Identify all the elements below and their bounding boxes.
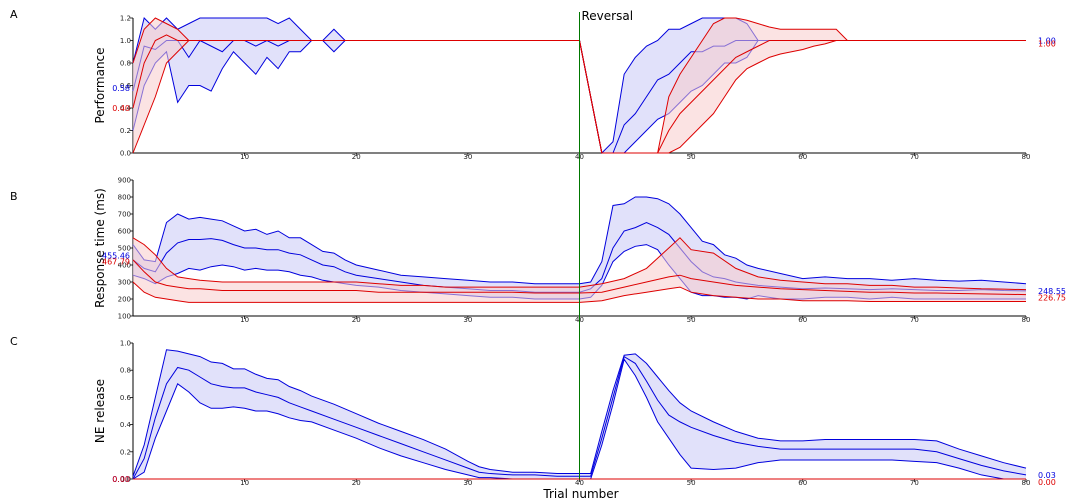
panel-label-a: A [10, 8, 18, 21]
start-value-label-a: 0.58 [112, 84, 130, 93]
end-value-label-c: 0.00 [1038, 478, 1056, 487]
x-tick-label-a: 30 [463, 153, 472, 161]
x-tick-label-b: 60 [798, 316, 807, 324]
end-value-label-a: 1.00 [1038, 40, 1056, 49]
panel-label-c: C [10, 335, 18, 348]
x-tick-label-c: 60 [798, 479, 807, 487]
end-value-label-a: 1.00 [1038, 37, 1056, 46]
y-tick-label-a: 0.8 [120, 60, 131, 68]
y-tick-label-c: 1.0 [120, 340, 131, 348]
y-tick-label-b: 800 [118, 194, 131, 202]
x-tick-label-c: 10 [240, 479, 249, 487]
start-value-label-b: 467.79 [102, 258, 130, 267]
y-tick-label-a: 0.4 [120, 105, 132, 113]
x-tick-label-c: 70 [910, 479, 919, 487]
start-value-label-c: 0.00 [112, 475, 130, 484]
y-tick-label-b: 700 [118, 211, 131, 219]
mean-line-red-a [132, 34, 1026, 154]
y-tick-label-b: 300 [118, 279, 131, 287]
x-tick-label-a: 50 [687, 153, 696, 161]
x-tick-label-b: 50 [687, 316, 696, 324]
panel-label-b: B [10, 190, 18, 203]
x-tick-label-c: 20 [352, 479, 361, 487]
upper-line-red-b [132, 237, 1027, 291]
y-tick-label-c: 0.6 [120, 394, 132, 402]
band-blue-a [133, 18, 1026, 153]
band-red-b [133, 237, 1026, 303]
x-tick-label-a: 70 [910, 153, 919, 161]
end-value-label-b: 226.75 [1038, 294, 1066, 303]
y-axis-label-b: Response time (ms) [93, 188, 107, 308]
x-tick-label-b: 70 [910, 316, 919, 324]
start-value-label-c: 0.00 [112, 475, 130, 484]
x-tick-label-a: 20 [352, 153, 361, 161]
y-tick-label-a: 1.0 [120, 37, 131, 45]
panel-c: C 0.0 0.2 0.4 0.6 0.8 1.0 10 20 30 40 50 60 70 80 NE r… [10, 335, 1056, 487]
start-value-label-a: 0.40 [112, 104, 130, 113]
x-tick-label-c: 30 [463, 479, 472, 487]
x-tick-label-b: 30 [463, 316, 472, 324]
y-tick-label-a: 1.2 [120, 15, 131, 23]
x-tick-label-c: 50 [687, 479, 696, 487]
y-tick-label-b: 600 [118, 228, 131, 236]
y-tick-label-a: 0.6 [120, 82, 132, 90]
upper-line-blue-b [132, 196, 1027, 285]
x-tick-label-b: 80 [1022, 316, 1031, 324]
y-tick-label-c: 0.2 [120, 448, 131, 456]
band-blue-b [133, 197, 1026, 299]
y-tick-label-a: 0.2 [120, 127, 131, 135]
mean-line-blue-c [132, 355, 1027, 480]
reversal-annotation: Reversal [582, 9, 634, 23]
x-tick-label-b: 10 [240, 316, 249, 324]
upper-line-blue-c [132, 349, 1027, 477]
end-value-label-c: 0.03 [1038, 471, 1056, 480]
x-tick-label-c: 80 [1022, 479, 1031, 487]
y-tick-label-c: 0.4 [120, 421, 132, 429]
y-tick-label-b: 900 [118, 177, 131, 185]
y-tick-label-c: 0.0 [120, 476, 131, 484]
y-tick-label-b: 500 [118, 245, 131, 253]
x-axis-label: Trial number [542, 487, 618, 501]
x-tick-label-a: 80 [1022, 153, 1031, 161]
y-tick-label-b: 200 [118, 296, 131, 304]
y-tick-label-a: 0.0 [120, 150, 131, 158]
y-axis-label-a: Performance [93, 47, 107, 123]
x-tick-label-a: 60 [798, 153, 807, 161]
x-tick-label-b: 20 [352, 316, 361, 324]
x-tick-label-c: 40 [575, 479, 584, 487]
y-tick-label-b: 100 [118, 313, 131, 321]
y-axis-label-c: NE release [93, 379, 107, 443]
start-value-label-b: 455.46 [102, 252, 130, 261]
mean-line-red-b [132, 259, 1027, 296]
panel-b: B 10020030040050060070080090010203040506… [10, 177, 1066, 325]
x-tick-label-a: 10 [240, 153, 249, 161]
panel-a: A 0.00.20.40.60.81.01.21020304050607080P… [10, 8, 1056, 161]
y-tick-label-c: 0.8 [120, 367, 131, 375]
band-blue-c [133, 349, 1026, 479]
end-value-label-b: 248.55 [1038, 287, 1066, 296]
y-tick-label-b: 400 [118, 262, 131, 270]
lower-line-red-b [132, 281, 1026, 303]
